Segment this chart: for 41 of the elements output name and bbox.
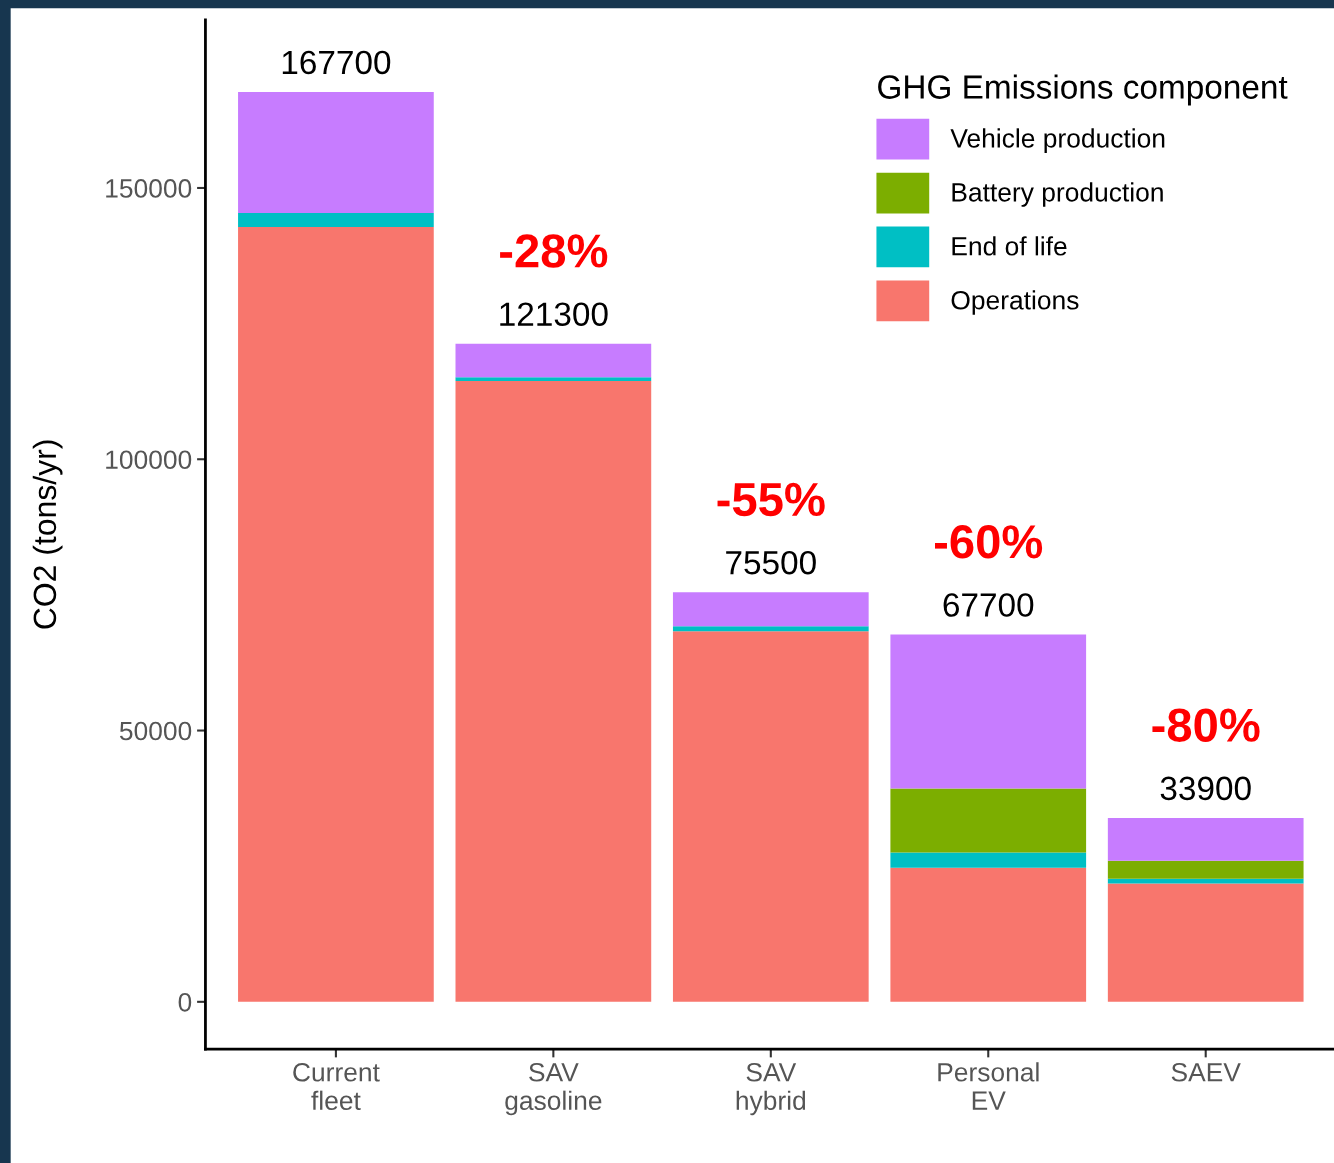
bar xyxy=(1107,883,1304,1002)
bar xyxy=(455,343,652,378)
annotation: -80% xyxy=(1152,708,1260,742)
bar xyxy=(890,852,1087,868)
annotation: -55% xyxy=(717,482,825,517)
y-tick-label: 0 xyxy=(178,992,192,1012)
total-label: 67700 xyxy=(943,593,1034,617)
bar xyxy=(672,626,869,632)
legend-label: End of life xyxy=(952,236,1067,256)
bar xyxy=(1107,860,1304,879)
y-tick-label: 50000 xyxy=(119,721,192,741)
y-axis-title: CO2 (tons/yr) xyxy=(32,440,63,629)
bar xyxy=(455,377,652,382)
bar xyxy=(890,788,1087,853)
bar xyxy=(672,592,869,627)
bar xyxy=(890,634,1087,789)
total-label: 167700 xyxy=(282,50,391,75)
total-label: 75500 xyxy=(726,550,816,575)
bar xyxy=(238,212,434,228)
y-tick-label: 150000 xyxy=(106,179,192,198)
bar xyxy=(455,381,652,1002)
legend-label: Vehicle production xyxy=(950,128,1165,153)
bar xyxy=(1107,878,1304,884)
bar xyxy=(890,867,1087,1002)
bar xyxy=(238,91,434,213)
total-label: 121300 xyxy=(500,302,608,326)
total-label: 33900 xyxy=(1160,776,1251,801)
bar xyxy=(238,227,434,1002)
legend-label: Operations xyxy=(951,290,1079,315)
annotation: -28% xyxy=(500,234,608,268)
legend-label: Battery production xyxy=(952,182,1163,207)
x-tick-label: Current fleet xyxy=(293,1062,380,1111)
x-tick-label: Personal EV xyxy=(938,1062,1039,1110)
bar xyxy=(672,631,869,1002)
legend-title: GHG Emissions component xyxy=(878,74,1288,106)
x-tick-label: SAV hybrid xyxy=(736,1062,806,1116)
annotation: -60% xyxy=(934,525,1043,559)
y-tick-label: 100000 xyxy=(106,450,192,470)
x-tick-label: SAEV xyxy=(1171,1062,1241,1082)
bar xyxy=(1107,817,1304,861)
x-tick-label: SAV gasoline xyxy=(505,1062,602,1116)
